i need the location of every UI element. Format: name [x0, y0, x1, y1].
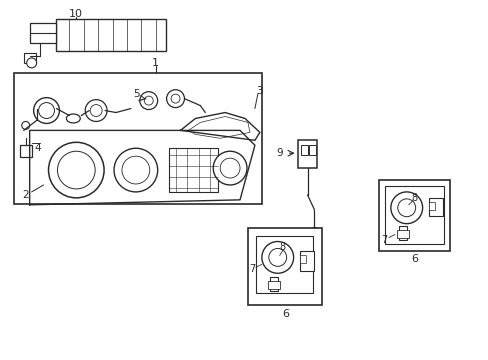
Bar — [30, 23, 56, 43]
Circle shape — [85, 100, 107, 121]
Ellipse shape — [309, 228, 319, 235]
Text: 1: 1 — [152, 58, 159, 68]
Text: 9: 9 — [276, 148, 283, 158]
Bar — [427, 198, 443, 216]
Bar — [14, 73, 262, 204]
Bar — [269, 277, 277, 291]
Text: 5: 5 — [133, 89, 140, 99]
Bar — [56, 19, 165, 51]
Text: 6: 6 — [410, 255, 417, 264]
Bar — [24, 53, 36, 63]
Circle shape — [90, 105, 102, 117]
Circle shape — [262, 242, 293, 273]
Circle shape — [34, 98, 60, 123]
Text: 7: 7 — [380, 234, 386, 244]
Bar — [384, 186, 444, 243]
Bar — [309, 145, 316, 155]
Text: 10: 10 — [69, 9, 83, 19]
Bar — [427, 202, 434, 210]
Bar — [378, 180, 449, 251]
Circle shape — [122, 156, 149, 184]
Bar — [168, 148, 218, 192]
Text: 2: 2 — [22, 190, 29, 200]
Ellipse shape — [66, 114, 80, 123]
Circle shape — [48, 142, 104, 198]
Circle shape — [268, 248, 286, 266]
Text: 3: 3 — [256, 86, 263, 96]
Bar — [396, 230, 408, 238]
Circle shape — [21, 121, 30, 129]
Circle shape — [171, 94, 180, 103]
Circle shape — [166, 90, 184, 108]
Circle shape — [39, 103, 54, 118]
Text: 7: 7 — [248, 264, 255, 274]
Bar — [297, 140, 317, 168]
Text: 6: 6 — [282, 309, 288, 319]
Bar — [267, 281, 279, 289]
Bar — [398, 226, 406, 239]
Circle shape — [27, 58, 37, 68]
Bar — [255, 235, 313, 293]
Circle shape — [390, 192, 422, 224]
Bar — [300, 145, 307, 155]
Circle shape — [220, 158, 240, 178]
Circle shape — [213, 151, 246, 185]
Circle shape — [114, 148, 157, 192]
Bar — [299, 255, 305, 264]
Circle shape — [144, 96, 153, 105]
Bar — [247, 228, 322, 305]
Text: 8: 8 — [411, 193, 417, 203]
Bar — [299, 251, 314, 271]
Bar — [20, 145, 32, 157]
Circle shape — [397, 199, 415, 217]
Text: 8: 8 — [279, 243, 285, 252]
Text: 4: 4 — [34, 143, 41, 153]
Circle shape — [57, 151, 95, 189]
Circle shape — [140, 92, 157, 109]
